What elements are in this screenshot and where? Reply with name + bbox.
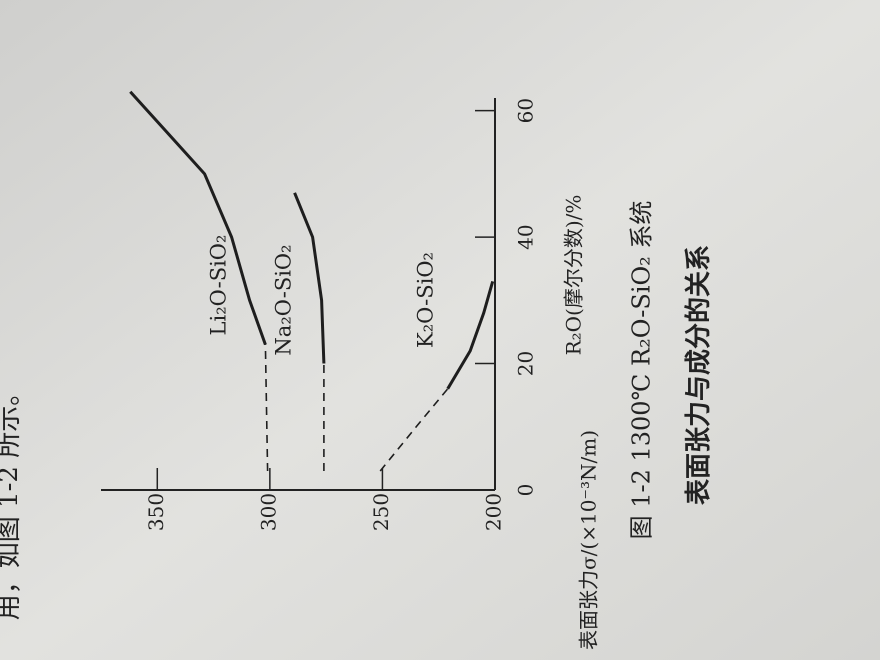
series-label: Na₂O-SiO₂: [272, 244, 296, 355]
line: [129, 90, 267, 346]
y-tick-label: 200: [482, 493, 506, 531]
y-tick-label: 350: [144, 493, 168, 531]
figure-subcaption: 表面张力与成分的关系: [683, 245, 714, 505]
dashed-line: [379, 388, 449, 472]
figure-caption: 图 1-2 1300℃ R₂O-SiO₂ 系统: [628, 201, 656, 540]
x-tick-label: 60: [514, 98, 538, 123]
y-tick-label: 250: [369, 493, 393, 531]
x-tick-label: 40: [514, 224, 538, 249]
x-tick-label: 20: [514, 351, 538, 376]
line: [446, 280, 495, 390]
y-axis-title: 表面张力σ/(×10⁻³N/m): [577, 430, 601, 650]
series-label: Li₂O-SiO₂: [207, 235, 231, 336]
dashed-line: [264, 344, 269, 472]
y-tick-label: 300: [256, 493, 280, 531]
rotated-figure: 用，如图 1-2 所示。 表面张力σ/(×10⁻³N/m) R₂O(摩尔分数)/…: [0, 90, 714, 650]
x-axis-title: R₂O(摩尔分数)/%: [562, 195, 586, 356]
line: [293, 192, 326, 364]
series-label: K₂O-SiO₂: [414, 252, 438, 348]
body-text: 用，如图 1-2 所示。: [0, 380, 24, 620]
x-tick-label: 0: [514, 484, 538, 497]
